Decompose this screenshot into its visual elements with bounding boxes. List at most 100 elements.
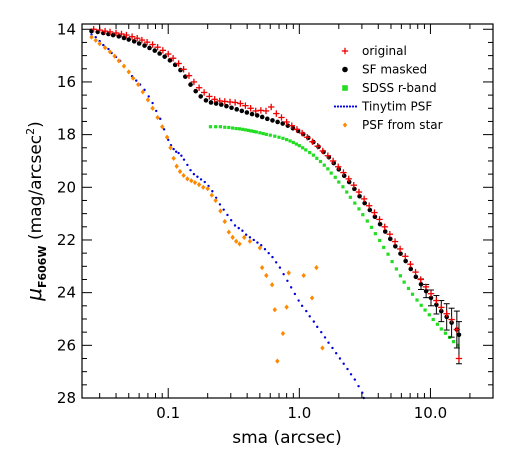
data-point bbox=[427, 313, 431, 317]
data-point bbox=[308, 150, 312, 155]
data-point bbox=[192, 179, 198, 186]
data-point bbox=[283, 118, 290, 126]
y-axis-unit-close: ) bbox=[26, 121, 46, 128]
tick-labels: 0.1 1.0 10.0 14 16 18 20 22 24 26 28 bbox=[57, 20, 447, 422]
data-point bbox=[244, 110, 250, 115]
data-point bbox=[367, 207, 373, 213]
data-point bbox=[189, 178, 194, 184]
data-point bbox=[167, 58, 173, 63]
data-point bbox=[309, 295, 315, 301]
data-point bbox=[208, 125, 213, 129]
data-point bbox=[121, 63, 127, 69]
data-point bbox=[281, 136, 285, 140]
data-point bbox=[365, 202, 373, 209]
data-point bbox=[448, 316, 455, 323]
data-point bbox=[89, 34, 94, 40]
y-axis-unit: (mag/arcsec bbox=[26, 135, 46, 246]
legend-label: SF masked bbox=[362, 63, 427, 77]
data-point bbox=[142, 43, 147, 48]
data-point bbox=[369, 225, 374, 229]
data-point bbox=[181, 172, 186, 179]
data-point bbox=[222, 208, 225, 211]
data-point bbox=[169, 55, 177, 62]
data-point bbox=[309, 138, 316, 145]
data-point bbox=[373, 232, 377, 236]
series-sdss-r-band bbox=[208, 125, 460, 347]
data-point bbox=[162, 54, 167, 59]
data-point bbox=[149, 41, 156, 48]
data-point bbox=[357, 384, 360, 388]
data-point bbox=[229, 105, 234, 111]
data-point bbox=[274, 261, 278, 264]
data-point bbox=[203, 98, 209, 103]
data-point bbox=[258, 131, 262, 135]
data-point bbox=[371, 209, 378, 216]
data-point bbox=[249, 129, 253, 133]
data-point bbox=[150, 105, 155, 111]
x-tick-label: 0.1 bbox=[156, 404, 180, 422]
data-point bbox=[273, 134, 277, 138]
data-point bbox=[286, 279, 289, 282]
y-tick-label: 28 bbox=[57, 389, 76, 407]
data-point bbox=[350, 181, 357, 189]
data-point bbox=[233, 224, 237, 227]
data-point bbox=[147, 45, 152, 51]
data-point bbox=[455, 355, 463, 362]
data-point bbox=[270, 118, 275, 123]
y-tick-label: 20 bbox=[57, 178, 76, 196]
data-point bbox=[439, 327, 443, 331]
data-point bbox=[402, 280, 406, 284]
data-point bbox=[402, 253, 409, 260]
data-point bbox=[393, 243, 398, 249]
data-point bbox=[443, 310, 450, 317]
data-point bbox=[102, 45, 108, 51]
data-point bbox=[293, 292, 297, 296]
legend-marker bbox=[333, 105, 358, 108]
data-point bbox=[214, 125, 218, 129]
data-point bbox=[301, 146, 305, 150]
data-point bbox=[282, 273, 285, 276]
data-point bbox=[199, 178, 203, 181]
data-point bbox=[294, 142, 299, 146]
data-point bbox=[203, 180, 206, 184]
data-point bbox=[254, 130, 258, 134]
legend-marker bbox=[342, 122, 348, 128]
data-point bbox=[237, 127, 242, 131]
data-point bbox=[278, 114, 285, 121]
data-point bbox=[189, 168, 192, 172]
data-point bbox=[201, 184, 206, 190]
data-point bbox=[320, 330, 323, 334]
data-point bbox=[297, 299, 300, 302]
data-point bbox=[301, 272, 306, 279]
data-point bbox=[312, 320, 316, 323]
data-point bbox=[361, 213, 365, 217]
data-point bbox=[222, 218, 227, 225]
data-point bbox=[90, 33, 93, 36]
data-point bbox=[135, 79, 138, 82]
data-point bbox=[284, 304, 289, 310]
data-point bbox=[327, 341, 330, 344]
series-sf-masked bbox=[89, 28, 462, 365]
data-point bbox=[423, 308, 427, 312]
data-point bbox=[95, 29, 101, 35]
data-point bbox=[269, 282, 275, 288]
data-point bbox=[277, 135, 281, 139]
data-point bbox=[412, 268, 419, 276]
legend-item: Tinytim PSF bbox=[333, 100, 432, 114]
data-point bbox=[213, 197, 218, 204]
legend-label: Tinytim PSF bbox=[361, 100, 432, 114]
data-point bbox=[248, 236, 252, 239]
data-point bbox=[206, 93, 213, 100]
data-point bbox=[249, 111, 255, 117]
legend-label: original bbox=[362, 44, 407, 58]
data-point bbox=[157, 51, 162, 56]
data-point bbox=[267, 251, 270, 255]
data-point bbox=[123, 31, 130, 39]
data-point bbox=[226, 213, 229, 217]
data-point bbox=[172, 147, 175, 151]
data-point bbox=[205, 186, 210, 192]
data-point bbox=[280, 330, 286, 337]
data-point bbox=[264, 132, 268, 136]
data-point bbox=[200, 89, 208, 96]
data-point bbox=[286, 270, 291, 276]
